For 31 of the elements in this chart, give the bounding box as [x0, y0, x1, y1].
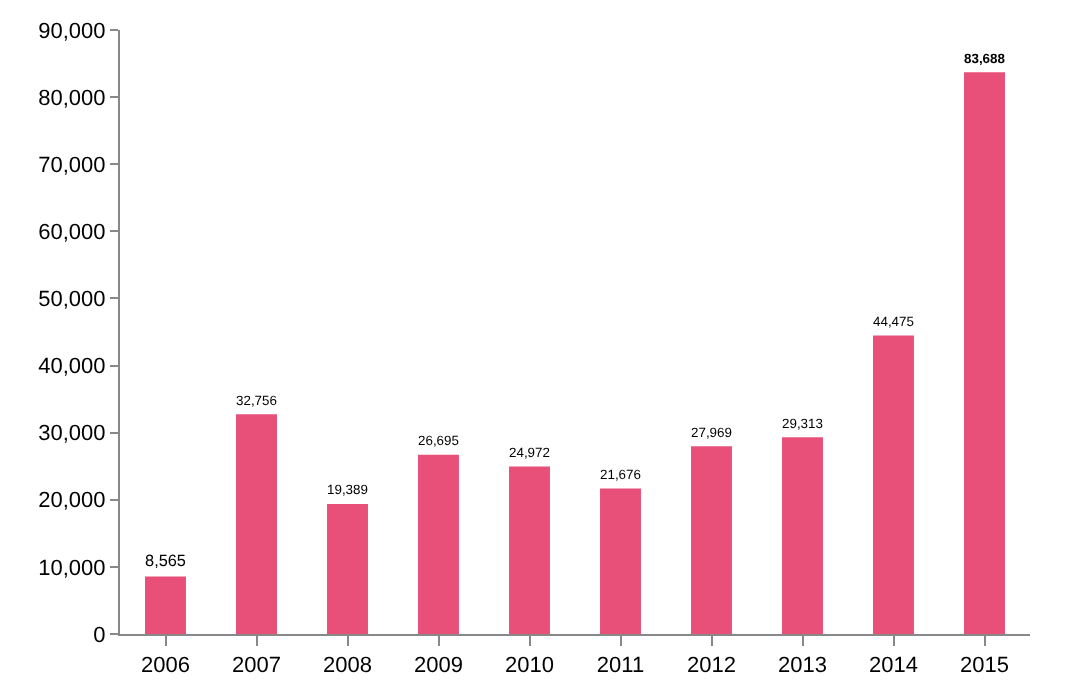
y-tick-label: 30,000 — [38, 422, 106, 447]
bar — [873, 335, 914, 634]
y-tick-label: 90,000 — [38, 19, 106, 44]
bar — [600, 488, 641, 634]
bar — [691, 446, 732, 634]
x-tick-label: 2014 — [869, 654, 918, 679]
bar — [327, 503, 368, 634]
y-tick-label: 20,000 — [38, 489, 106, 514]
bar — [964, 72, 1005, 634]
x-tick-label: 2010 — [505, 654, 554, 679]
x-tick-label: 2009 — [414, 654, 463, 679]
y-tick-label: 70,000 — [38, 153, 106, 178]
data-label: 8,565 — [145, 552, 187, 571]
bar — [236, 414, 277, 634]
x-tick-label: 2015 — [960, 654, 1009, 679]
x-tick-label: 2012 — [687, 654, 736, 679]
x-tick-label: 2006 — [141, 654, 190, 679]
bar — [418, 454, 459, 634]
y-tick-label: 10,000 — [38, 556, 106, 581]
x-tick-label: 2011 — [596, 654, 645, 679]
y-tick-label: 60,000 — [38, 221, 106, 246]
bar — [145, 576, 186, 634]
y-tick-label: 40,000 — [38, 355, 106, 380]
bar — [509, 466, 550, 634]
x-tick-label: 2013 — [778, 654, 827, 679]
x-tick-label: 2008 — [323, 654, 372, 679]
x-tick-label: 2007 — [232, 654, 281, 679]
y-tick-label: 50,000 — [38, 288, 106, 313]
y-tick-label: 80,000 — [38, 86, 106, 111]
bar — [782, 437, 823, 634]
y-tick-label: 0 — [93, 623, 106, 648]
